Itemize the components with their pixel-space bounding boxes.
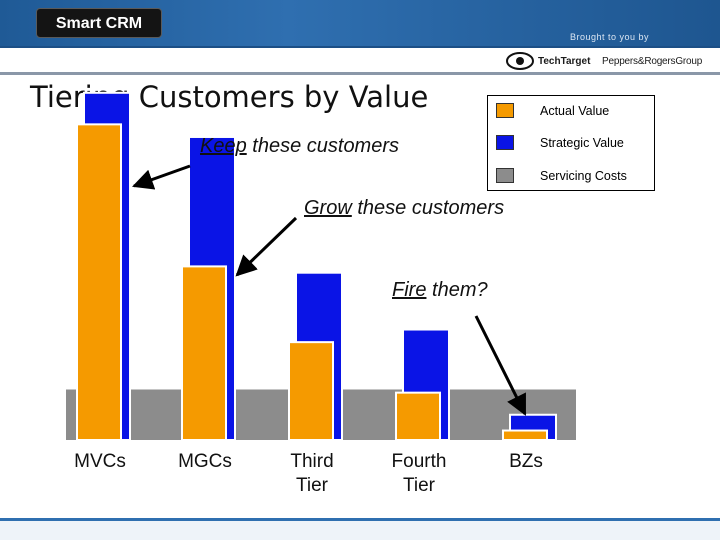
header-underline bbox=[0, 72, 720, 75]
techtarget-logo: TechTarget bbox=[538, 56, 591, 67]
legend-label-actual: Actual Value bbox=[540, 104, 610, 118]
sponsor-logos: TechTarget Peppers&RogersGroup bbox=[500, 50, 715, 72]
legend-item-strategic: Strategic Value bbox=[496, 133, 654, 153]
category-label-4: BZs bbox=[509, 451, 543, 472]
legend-item-actual: Actual Value bbox=[496, 101, 654, 121]
bar-actual-1 bbox=[181, 265, 227, 441]
grow-callout: Grow these customers bbox=[304, 197, 504, 220]
legend-label-strategic: Strategic Value bbox=[540, 136, 624, 150]
legend-swatch-actual bbox=[496, 103, 514, 118]
footer-band bbox=[0, 521, 720, 540]
grow-word: Grow bbox=[304, 197, 352, 219]
bar-actual-3 bbox=[395, 391, 441, 441]
legend-swatch-costs bbox=[496, 168, 514, 183]
fire-word: Fire bbox=[392, 279, 427, 301]
peppers-rogers-logo: Peppers&RogersGroup bbox=[602, 56, 703, 67]
fire-arrow bbox=[474, 315, 527, 416]
chart-legend: Actual Value Strategic Value Servicing C… bbox=[487, 95, 655, 191]
keep-arrow bbox=[132, 164, 191, 190]
fire-rest: them? bbox=[426, 279, 488, 301]
category-label-2: Third Tier bbox=[290, 451, 333, 496]
category-label-1: MGCs bbox=[178, 451, 232, 472]
footer-rule bbox=[0, 518, 720, 521]
header-bar: Smart CRM Brought to you by bbox=[0, 0, 720, 46]
category-label-0: MVCs bbox=[74, 451, 126, 472]
brought-to-you-by: Brought to you by bbox=[570, 32, 650, 42]
legend-swatch-strategic bbox=[496, 135, 514, 150]
fire-callout: Fire them? bbox=[392, 279, 488, 302]
legend-item-costs: Servicing Costs bbox=[496, 166, 654, 186]
bar-actual-4 bbox=[502, 429, 548, 441]
keep-callout: Keep these customers bbox=[200, 135, 399, 158]
techtarget-eye-icon bbox=[506, 52, 534, 70]
keep-word: Keep bbox=[200, 135, 247, 157]
grow-arrow bbox=[235, 216, 298, 277]
bar-actual-2 bbox=[288, 341, 334, 441]
grow-rest: these customers bbox=[351, 197, 505, 219]
header-rule bbox=[0, 46, 720, 48]
category-label-3: Fourth Tier bbox=[392, 451, 447, 496]
keep-rest: these customers bbox=[246, 135, 400, 157]
legend-label-costs: Servicing Costs bbox=[540, 169, 627, 183]
bar-actual-0 bbox=[76, 123, 122, 441]
smart-crm-logo: Smart CRM bbox=[36, 8, 162, 38]
